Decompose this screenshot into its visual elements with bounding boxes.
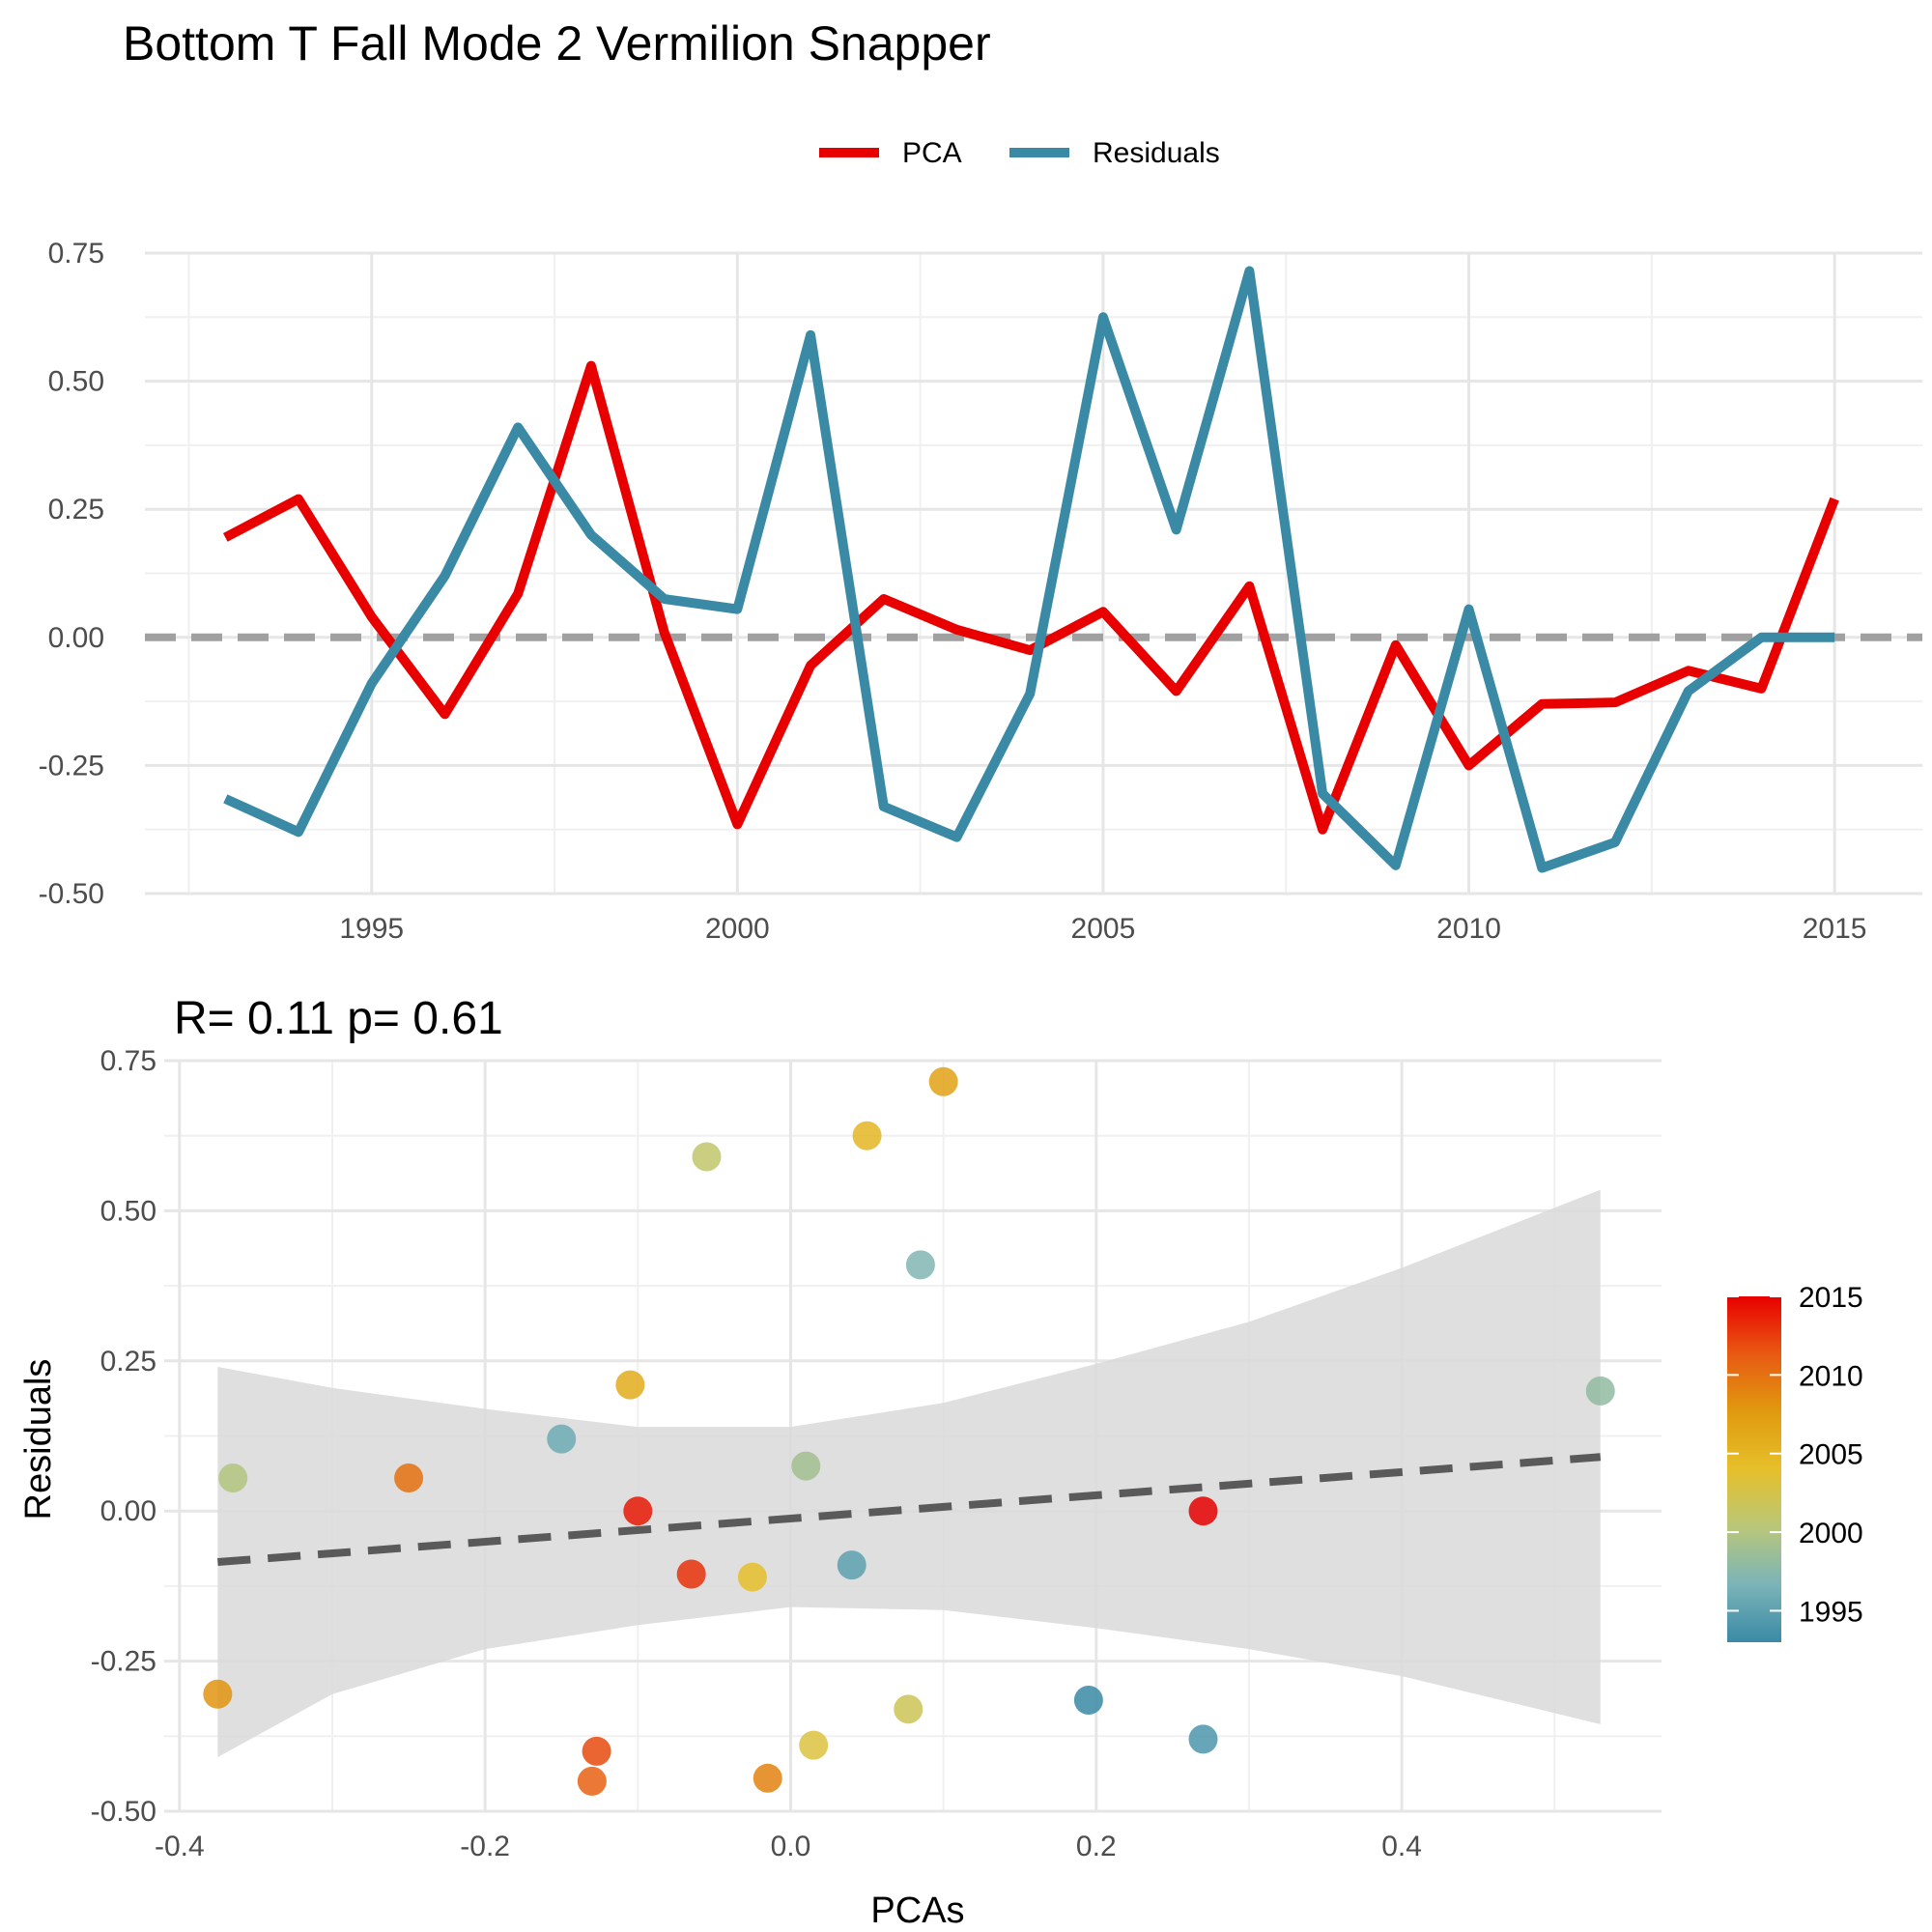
scatter-point	[692, 1142, 722, 1172]
series-line-pca	[222, 360, 1839, 835]
scatter-point	[837, 1550, 867, 1580]
legend-label-pca: PCA	[902, 137, 962, 169]
scatter-point	[928, 1066, 958, 1096]
line-chart-x-tick-labels: 1995 2000 2005 2010 2015	[339, 913, 1866, 945]
scatter-x-tick-label: -0.2	[460, 1831, 510, 1862]
line-chart-y-tick-label: 0.75	[48, 238, 104, 270]
scatter-x-tick-label: 0.4	[1381, 1831, 1422, 1862]
scatter-point	[894, 1694, 923, 1724]
scatter-point	[791, 1451, 821, 1481]
scatter-point	[547, 1424, 577, 1454]
scatter-x-tick-label: 0.0	[771, 1831, 811, 1862]
confidence-band-area	[217, 1189, 1601, 1758]
line-chart-series	[222, 266, 1839, 873]
colorbar-gradient	[1727, 1296, 1781, 1642]
year-colorbar: 2015 2010 2005 2000 1995	[1727, 1282, 1863, 1642]
scatter-points	[203, 1066, 1615, 1796]
line-chart-grid	[145, 251, 1922, 895]
line-chart-y-tick-label: 0.50	[48, 366, 104, 398]
scatter-point	[203, 1679, 233, 1709]
scatter-chart-panel: -0.50 -0.25 0.00 0.25 0.50 0.75 -0.4 -0.2 0.0 0.…	[91, 1045, 1662, 1862]
line-chart-y-tick-labels: -0.50 -0.25 0.00 0.25 0.50 0.75	[39, 238, 104, 910]
regression-dashed-line	[217, 1453, 1602, 1567]
scatter-point	[218, 1463, 248, 1493]
scatter-y-tick-label: 0.25	[100, 1346, 156, 1378]
scatter-point	[676, 1559, 706, 1589]
scatter-point	[615, 1370, 645, 1400]
scatter-point	[905, 1250, 935, 1280]
scatter-chart-x-tick-labels: -0.4 -0.2 0.0 0.2 0.4	[155, 1831, 1422, 1862]
line-chart-legend: PCA Residuals	[819, 137, 1220, 169]
scatter-point	[577, 1766, 607, 1796]
scatter-y-axis-title: Residuals	[18, 1359, 59, 1520]
scatter-point	[1188, 1496, 1218, 1526]
scatter-x-tick-label: -0.4	[155, 1831, 205, 1862]
scatter-x-axis-title: PCAs	[870, 1890, 964, 1931]
scatter-point	[582, 1736, 611, 1766]
scatter-y-tick-label: 0.75	[100, 1045, 156, 1077]
scatter-chart-y-tick-labels: -0.50 -0.25 0.00 0.25 0.50 0.75	[91, 1045, 156, 1828]
legend-label-residuals: Residuals	[1093, 137, 1220, 169]
line-chart-x-tick-label: 2005	[1071, 913, 1136, 945]
scatter-point	[852, 1121, 882, 1151]
line-chart-y-tick-label: -0.50	[39, 878, 104, 910]
line-chart-x-tick-label: 2015	[1803, 913, 1867, 945]
series-line-residuals	[223, 266, 1835, 873]
scatter-point	[753, 1763, 782, 1793]
line-chart-x-tick-label: 2000	[705, 913, 770, 945]
colorbar-label: 2015	[1799, 1282, 1863, 1314]
regression-fit-line	[217, 1453, 1602, 1567]
colorbar-label: 2010	[1799, 1360, 1863, 1392]
confidence-band	[217, 1189, 1601, 1758]
line-chart-y-tick-label: 0.25	[48, 494, 104, 526]
scatter-y-tick-label: -0.25	[91, 1646, 156, 1678]
figure-title: Bottom T Fall Mode 2 Vermilion Snapper	[123, 16, 991, 71]
scatter-chart-title: R= 0.11 p= 0.61	[174, 993, 503, 1044]
colorbar-label: 2005	[1799, 1439, 1863, 1471]
scatter-point	[737, 1562, 767, 1592]
scatter-point	[1073, 1686, 1103, 1716]
line-chart-y-tick-label: 0.00	[48, 622, 104, 654]
scatter-point	[1585, 1376, 1615, 1406]
scatter-point	[394, 1463, 424, 1493]
scatter-point	[623, 1496, 653, 1526]
scatter-point	[799, 1730, 829, 1760]
line-chart-panel: -0.50 -0.25 0.00 0.25 0.50 0.75 1995 2000 2005 2…	[39, 238, 1922, 945]
scatter-y-tick-label: 0.00	[100, 1495, 156, 1527]
scatter-point	[1188, 1724, 1218, 1754]
colorbar-label: 2000	[1799, 1518, 1863, 1549]
scatter-y-tick-label: -0.50	[91, 1796, 156, 1828]
line-chart-x-tick-label: 2010	[1436, 913, 1501, 945]
line-chart-x-tick-label: 1995	[339, 913, 404, 945]
colorbar-label: 1995	[1799, 1596, 1863, 1628]
scatter-y-tick-label: 0.50	[100, 1195, 156, 1227]
scatter-x-tick-label: 0.2	[1076, 1831, 1117, 1862]
line-chart-y-tick-label: -0.25	[39, 750, 104, 781]
